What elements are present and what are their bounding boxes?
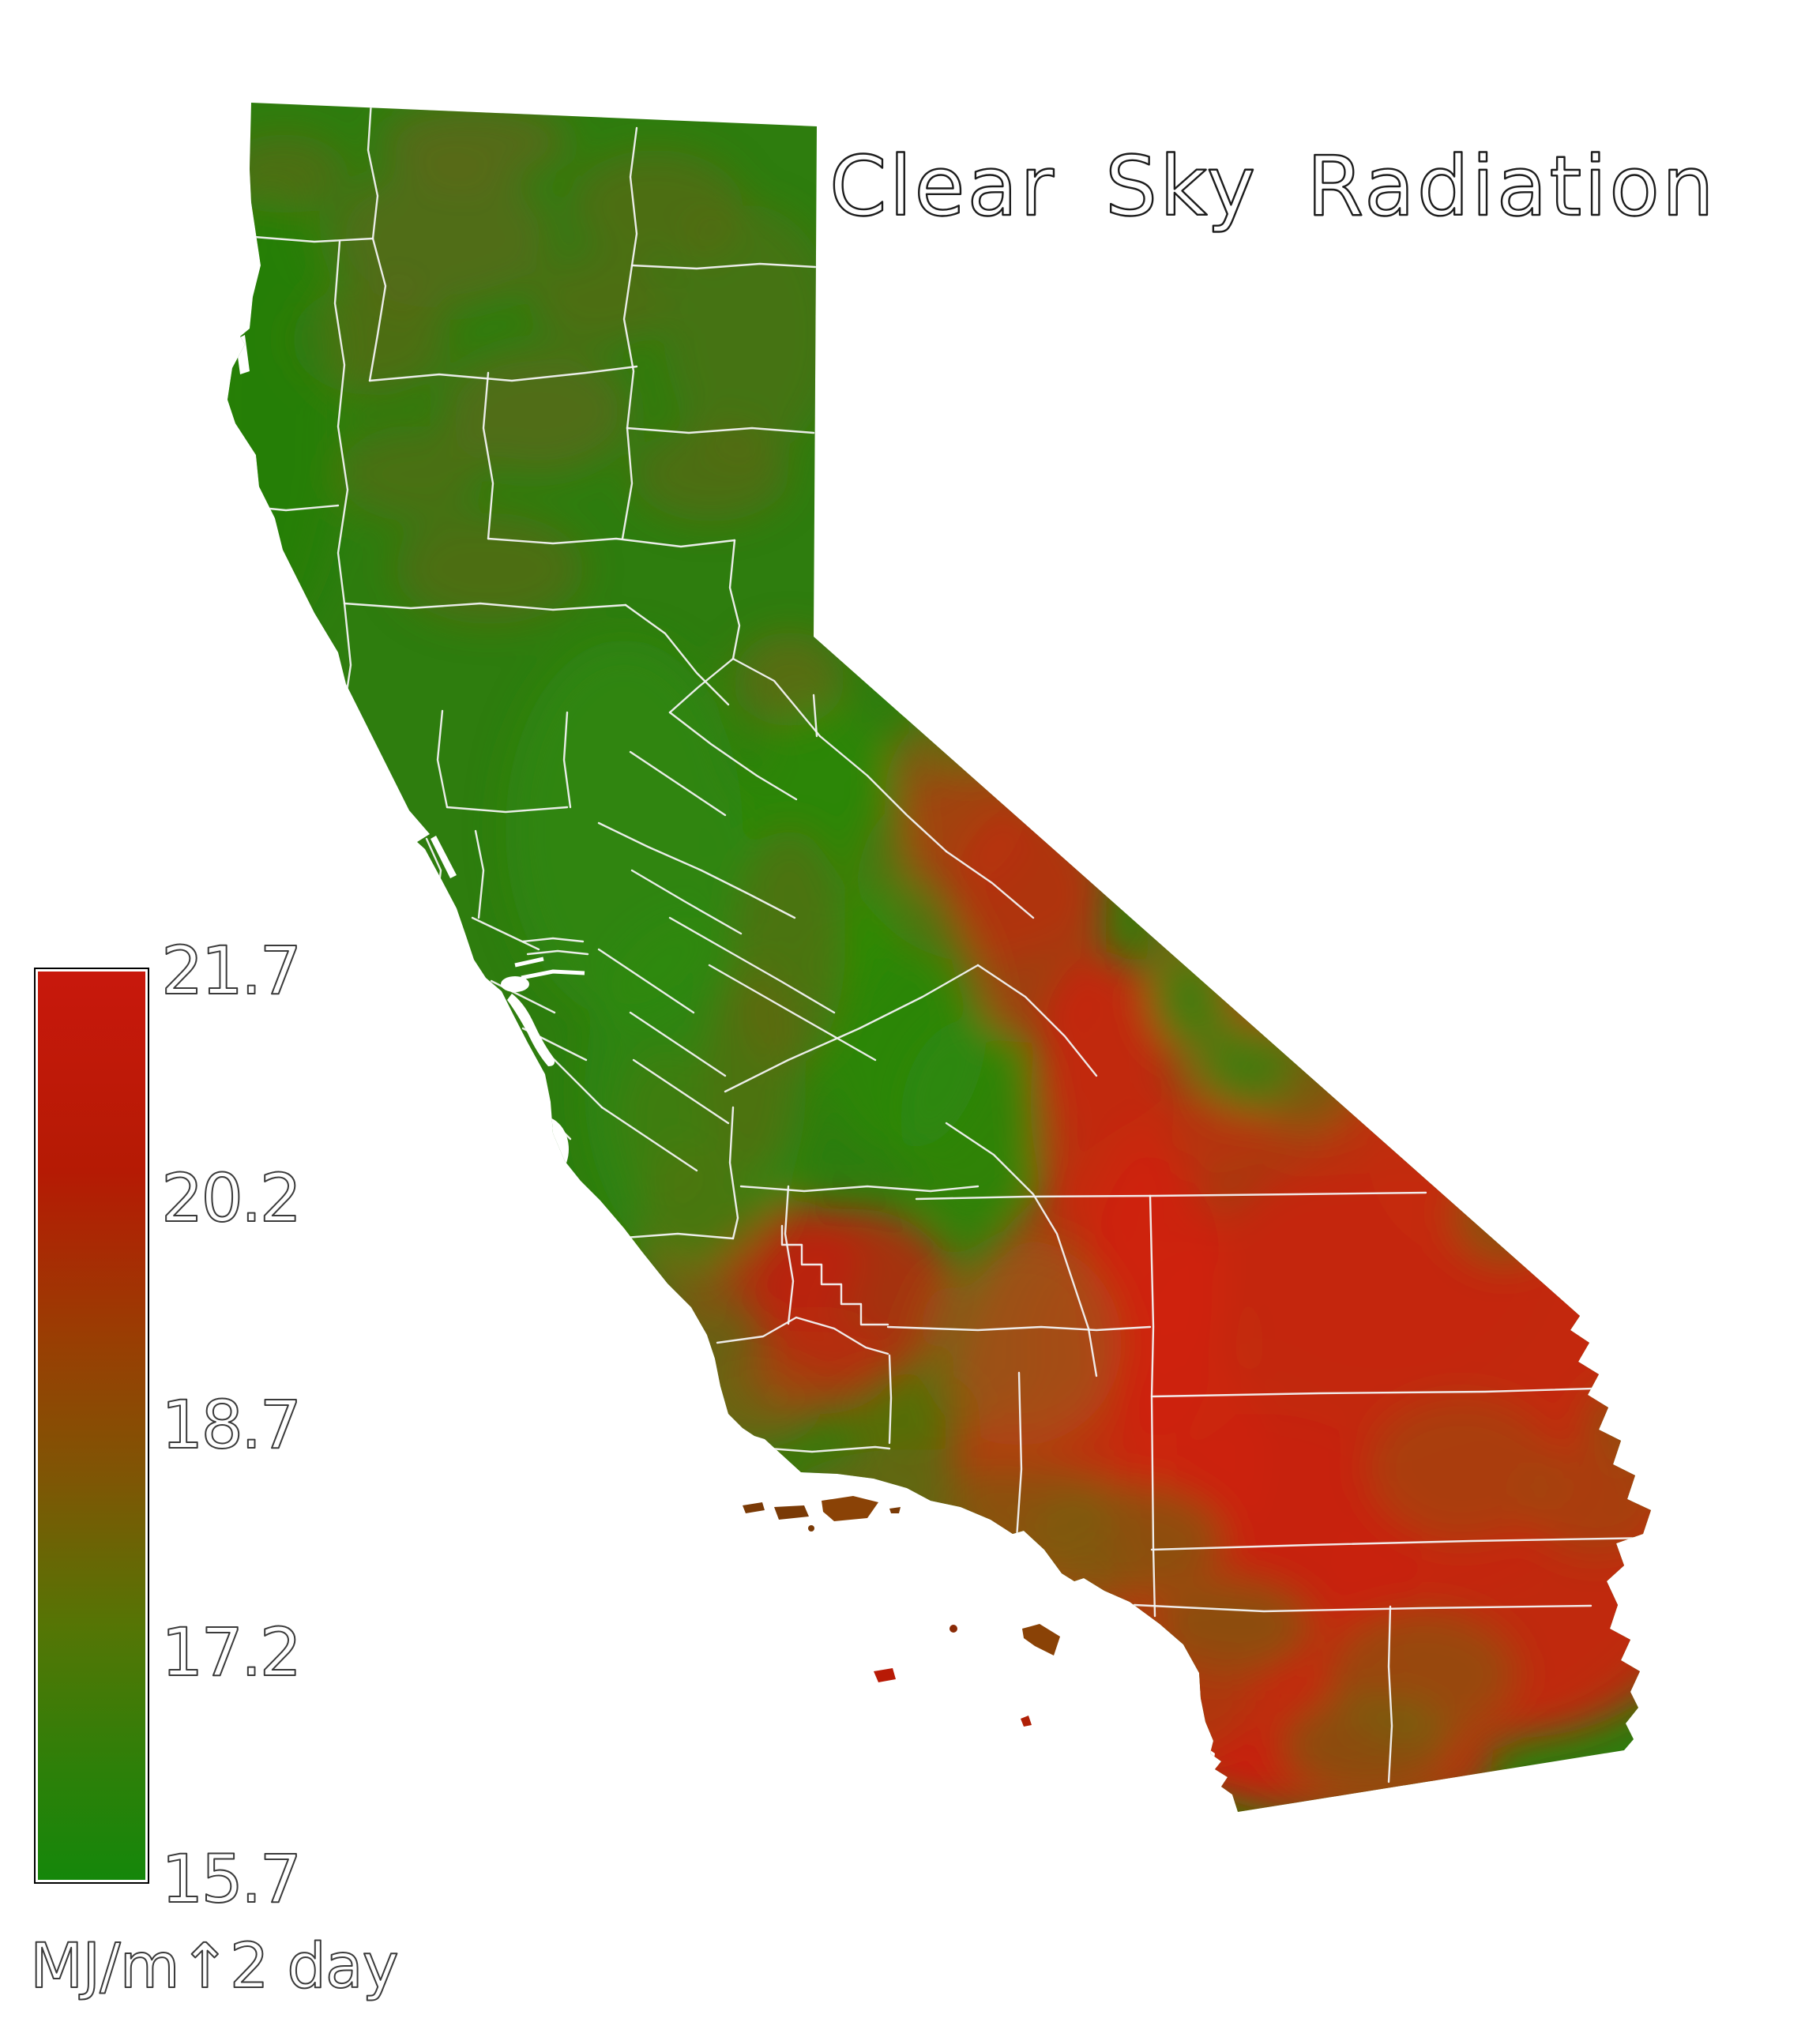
legend-colorbar xyxy=(34,968,149,1884)
colorbar-gradient xyxy=(38,972,145,1880)
san-pablo-bay xyxy=(501,976,529,992)
san-clemente-island xyxy=(1021,1716,1032,1727)
channel-islands xyxy=(743,1496,1060,1727)
delta-channel xyxy=(514,957,544,968)
legend-tick-label: 17.2 xyxy=(161,1614,299,1691)
legend-unit-label: MJ/m↑2 day xyxy=(30,1931,398,2002)
san-miguel-island xyxy=(743,1502,765,1513)
legend-tick-label: 21.7 xyxy=(161,932,299,1009)
anacapa-island xyxy=(889,1507,901,1513)
san-francisco-bay xyxy=(507,994,555,1066)
colorbar-border xyxy=(34,968,149,1884)
islet xyxy=(808,1525,814,1532)
santa-cruz-island xyxy=(822,1496,878,1521)
tomales-bay xyxy=(431,836,457,878)
san-nicolas-island xyxy=(874,1668,896,1682)
legend-labels: 21.7 20.2 18.7 17.2 15.7 MJ/m↑2 day xyxy=(29,931,400,2003)
santa-barbara-island xyxy=(949,1625,957,1633)
legend-tick-label: 18.7 xyxy=(161,1386,299,1464)
legend-tick-label: 15.7 xyxy=(161,1840,299,1918)
santa-rosa-island xyxy=(774,1505,809,1520)
santa-catalina-island xyxy=(1022,1624,1060,1656)
delta-channel xyxy=(521,969,585,980)
map-title: Clear Sky Radiation xyxy=(829,138,1717,235)
county-boundaries xyxy=(235,103,1651,1783)
raster-blobs xyxy=(228,103,1651,1812)
legend-tick-label: 20.2 xyxy=(161,1159,299,1237)
